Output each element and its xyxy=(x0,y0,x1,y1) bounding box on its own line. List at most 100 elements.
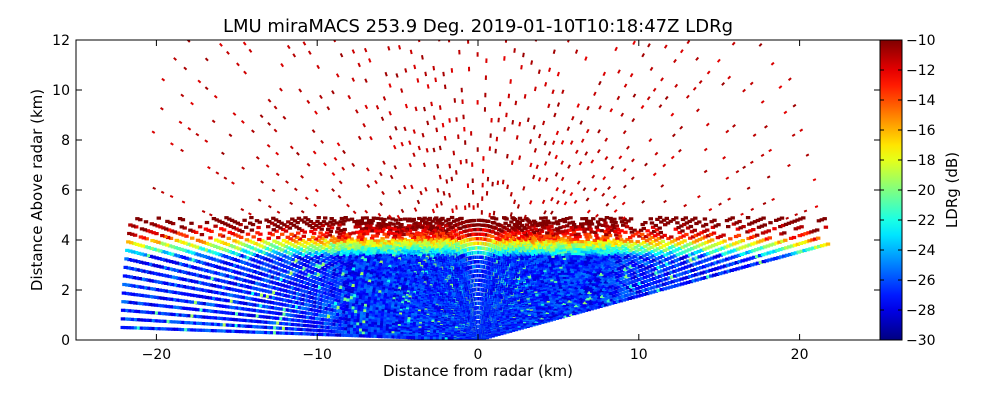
ldr-cell xyxy=(557,231,562,235)
ldr-cell xyxy=(628,217,634,221)
ldr-cell xyxy=(707,263,713,267)
ldr-cell xyxy=(823,225,829,229)
ldr-cell xyxy=(547,274,553,278)
ldr-cell xyxy=(597,296,602,300)
ldr-cell xyxy=(562,220,567,224)
ldr-cell xyxy=(735,247,741,251)
ldr-cell xyxy=(554,296,559,300)
ldr-cell xyxy=(619,229,624,233)
ldr-cell xyxy=(559,307,564,311)
ldr-cell xyxy=(469,223,474,227)
ldr-cell xyxy=(555,289,560,293)
ldr-cell xyxy=(531,219,537,223)
ldr-cell xyxy=(679,240,684,244)
ldr-cell xyxy=(555,275,560,279)
ldr-cell xyxy=(608,288,613,292)
ldr-cell xyxy=(625,237,630,242)
ldr-cell xyxy=(581,290,586,294)
ldr-cell xyxy=(597,280,602,284)
ldr-cell xyxy=(571,307,576,311)
ldr-cell xyxy=(581,264,586,268)
ldr-cell xyxy=(706,252,711,256)
ldr-cell xyxy=(544,312,550,316)
ldr-cell xyxy=(581,267,587,271)
ldr-cell xyxy=(642,258,648,262)
ldr-cell xyxy=(586,308,591,312)
ldr-cell xyxy=(586,240,591,244)
ldr-cell xyxy=(635,290,641,294)
ldr-cell xyxy=(612,238,617,242)
ldr-cell xyxy=(762,223,767,227)
ldr-cell xyxy=(597,242,602,246)
ldr-cell xyxy=(559,291,564,295)
ldr-cell xyxy=(745,216,751,220)
ldr-cell xyxy=(741,245,746,249)
ldr-cell xyxy=(543,242,549,246)
ldr-cell xyxy=(548,285,553,289)
ldr-cell xyxy=(559,259,564,263)
ldr-cell xyxy=(588,266,593,270)
ldr-cell xyxy=(782,254,787,258)
ldr-cell xyxy=(549,289,554,293)
ldr-cell xyxy=(817,244,822,249)
ldr-cell xyxy=(566,269,571,273)
ldr-cell xyxy=(554,313,559,317)
ldr-cell xyxy=(567,286,573,291)
ldr-cell xyxy=(629,256,635,260)
ldr-cell xyxy=(615,260,620,264)
ldr-cell xyxy=(593,241,598,245)
ldr-cell xyxy=(562,267,567,271)
ldr-cell xyxy=(683,265,689,269)
ldr-cell xyxy=(799,249,804,253)
ldr-cell xyxy=(646,278,651,282)
ldr-cell xyxy=(756,240,761,244)
ldr-cell xyxy=(547,294,552,298)
ldr-cell xyxy=(623,286,628,291)
ldr-cell xyxy=(619,284,625,288)
ldr-cell xyxy=(621,294,626,299)
ldr-cell xyxy=(484,219,490,223)
ldr-cell xyxy=(822,243,828,247)
ldr-cell xyxy=(550,233,555,237)
ldr-cell xyxy=(730,255,736,259)
ldr-cell xyxy=(550,292,555,296)
ldr-cell xyxy=(795,218,800,222)
ldr-cell xyxy=(568,289,573,293)
ldr-cell xyxy=(546,261,551,265)
ldr-cell xyxy=(564,217,570,221)
ldr-cell xyxy=(643,262,648,266)
ldr-cell xyxy=(654,275,660,279)
ldr-cell xyxy=(423,221,428,225)
ldr-cell xyxy=(720,246,725,250)
ldr-cell xyxy=(599,240,605,244)
ldr-cell xyxy=(571,256,577,260)
ldr-cell xyxy=(638,289,644,293)
ldr-cell xyxy=(793,251,799,255)
ldr-cell xyxy=(614,245,619,249)
ldr-cell xyxy=(559,269,564,273)
ldr-cell xyxy=(632,267,637,271)
ldr-cell xyxy=(700,276,705,280)
ldr-cell xyxy=(639,255,644,259)
ldr-cell xyxy=(607,282,612,286)
ldr-cell xyxy=(516,236,521,240)
ldr-cell xyxy=(607,285,613,289)
ldr-cell xyxy=(560,271,565,275)
ldr-cell xyxy=(692,228,697,232)
ldr-cell xyxy=(680,229,685,233)
ldr-cell xyxy=(559,243,565,248)
ldr-cell xyxy=(650,268,656,272)
ldr-cell xyxy=(612,276,617,280)
ldr-cell xyxy=(563,314,568,318)
ldr-cell xyxy=(548,267,553,271)
ldr-cell xyxy=(812,229,817,233)
ldr-cell xyxy=(497,228,502,232)
ldr-cell xyxy=(554,234,560,238)
ldr-cell xyxy=(611,287,616,291)
ldr-cell xyxy=(582,284,588,288)
ldr-cell xyxy=(603,252,608,256)
ldr-cell xyxy=(612,294,617,298)
ldr-cell xyxy=(640,222,645,227)
ldr-cell xyxy=(544,310,549,314)
ldr-cell xyxy=(511,232,516,236)
